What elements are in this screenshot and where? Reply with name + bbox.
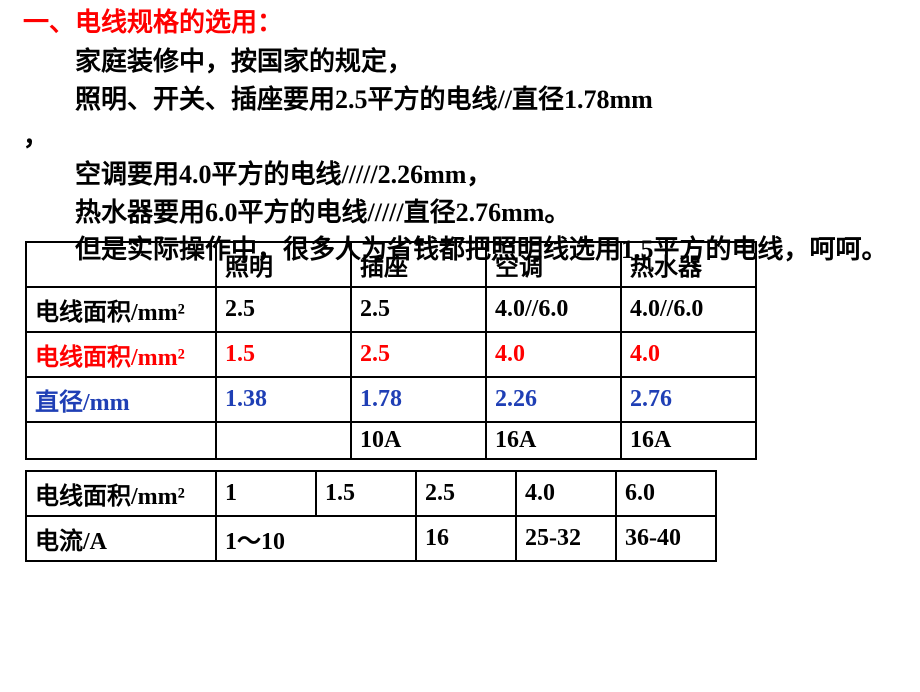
- cell: 1～10: [216, 516, 416, 561]
- cell: 2.5: [351, 287, 486, 332]
- cell: 25-32: [516, 516, 616, 561]
- paragraph-4: 热水器要用6.0平方的电线/////直径2.76mm。: [23, 194, 905, 232]
- cell: 10A: [351, 422, 486, 459]
- cell: 1.5: [216, 332, 351, 377]
- row-label: 电线面积/mm²: [26, 332, 216, 377]
- cell: 16A: [486, 422, 621, 459]
- table-row: 直径/mm 1.38 1.78 2.26 2.76: [26, 377, 756, 422]
- cell: 1.78: [351, 377, 486, 422]
- cell: 4.0: [486, 332, 621, 377]
- cell: 16A: [621, 422, 756, 459]
- row-label: 直径/mm: [26, 377, 216, 422]
- cell: 2.5: [216, 287, 351, 332]
- cell: 36-40: [616, 516, 716, 561]
- paragraph-3: 空调要用4.0平方的电线/////2.26mm，: [23, 156, 905, 194]
- wire-spec-table: 照明 插座 空调 热水器 电线面积/mm² 2.5 2.5 4.0//6.0 4…: [25, 241, 757, 460]
- table-row: 电线面积/mm² 1 1.5 2.5 4.0 6.0: [26, 471, 716, 516]
- row-label: 电流/A: [26, 516, 216, 561]
- cell: 4.0//6.0: [486, 287, 621, 332]
- table-row: 10A 16A 16A: [26, 422, 756, 459]
- section-heading: 一、电线规格的选用：: [23, 2, 905, 39]
- paragraph-2b: ，: [23, 118, 905, 156]
- cell: 1: [216, 471, 316, 516]
- table-row: 电流/A 1～10 16 25-32 36-40: [26, 516, 716, 561]
- table-row: 电线面积/mm² 1.5 2.5 4.0 4.0: [26, 332, 756, 377]
- cell: 2.5: [351, 332, 486, 377]
- cell: 2.76: [621, 377, 756, 422]
- cell: 2.26: [486, 377, 621, 422]
- cell: 4.0: [516, 471, 616, 516]
- paragraph-1: 家庭装修中，按国家的规定，: [23, 43, 905, 81]
- paragraph-2: 照明、开关、插座要用2.5平方的电线//直径1.78mm: [23, 81, 905, 119]
- wire-current-table: 电线面积/mm² 1 1.5 2.5 4.0 6.0 电流/A 1～10 16 …: [25, 470, 717, 562]
- cell: 4.0: [621, 332, 756, 377]
- paragraph-5: 但是实际操作中，很多人为省钱都把照明线选用1.5平方的电线，呵呵。: [23, 231, 905, 269]
- row-label: [26, 422, 216, 459]
- cell: 6.0: [616, 471, 716, 516]
- row-label: 电线面积/mm²: [26, 471, 216, 516]
- cell: 4.0//6.0: [621, 287, 756, 332]
- row-label: 电线面积/mm²: [26, 287, 216, 332]
- cell: 1.38: [216, 377, 351, 422]
- cell: 1.5: [316, 471, 416, 516]
- cell: 16: [416, 516, 516, 561]
- cell: 2.5: [416, 471, 516, 516]
- table-row: 电线面积/mm² 2.5 2.5 4.0//6.0 4.0//6.0: [26, 287, 756, 332]
- cell: [216, 422, 351, 459]
